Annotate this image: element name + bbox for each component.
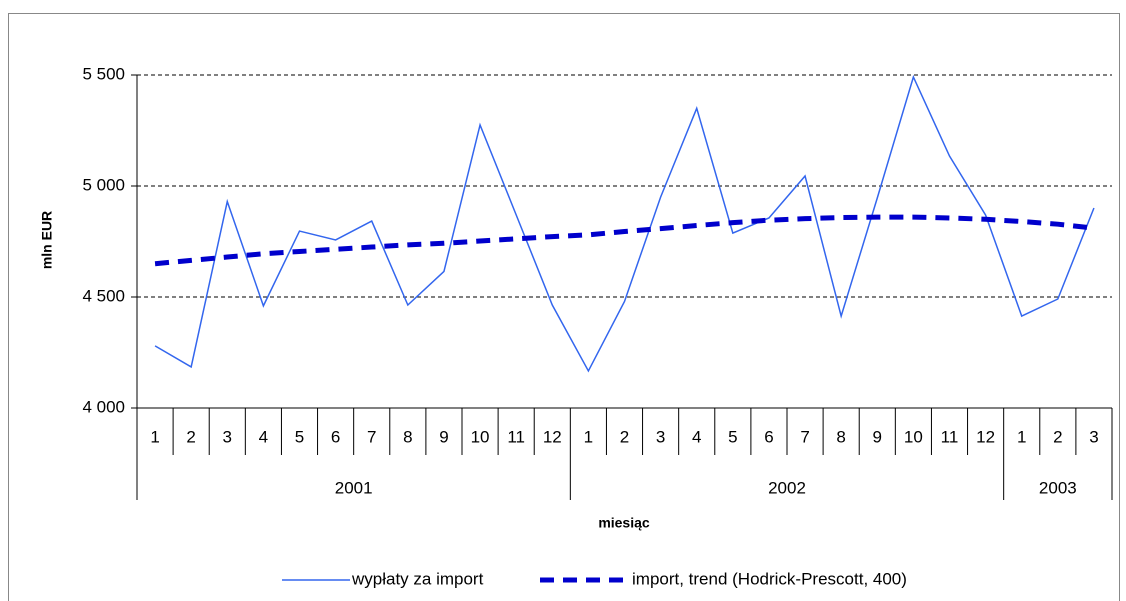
chart-frame (8, 13, 1120, 601)
x-tick-label: 7 (800, 427, 809, 446)
group-label: 2003 (1039, 478, 1077, 497)
x-tick-label: 2 (186, 427, 195, 446)
x-tick-label: 1 (584, 427, 593, 446)
x-tick-label: 3 (656, 427, 665, 446)
x-axis-title: miesiąc (598, 515, 650, 531)
x-tick-label: 5 (295, 427, 304, 446)
x-tick-label: 11 (507, 427, 525, 446)
y-tick-label: 5 000 (82, 175, 125, 194)
x-tick-label: 3 (1089, 427, 1098, 446)
y-tick-label: 5 500 (82, 64, 125, 83)
x-tick-label: 9 (873, 427, 882, 446)
trend-line (154, 214, 1095, 267)
x-tick-label: 8 (836, 427, 845, 446)
legend-label: import, trend (Hodrick-Prescott, 400) (632, 569, 907, 588)
x-tick-label: 4 (259, 427, 268, 446)
x-tick-label: 3 (223, 427, 232, 446)
data-line (154, 74, 1095, 373)
x-tick-label: 12 (976, 427, 995, 446)
x-tick-label: 5 (728, 427, 737, 446)
x-tick-label: 1 (150, 427, 159, 446)
x-tick-label: 11 (941, 427, 959, 446)
y-axis-title: mln EUR (39, 211, 55, 269)
x-tick-label: 1 (1017, 427, 1026, 446)
x-tick-label: 10 (904, 427, 923, 446)
x-tick-label: 7 (367, 427, 376, 446)
y-tick-label: 4 000 (82, 397, 125, 416)
x-tick-label: 6 (331, 427, 340, 446)
group-label: 2002 (768, 478, 806, 497)
x-tick-label: 9 (439, 427, 448, 446)
x-tick-label: 6 (764, 427, 773, 446)
x-tick-label: 2 (1053, 427, 1062, 446)
x-tick-label: 10 (471, 427, 490, 446)
y-tick-label: 4 500 (82, 286, 125, 305)
x-tick-label: 2 (620, 427, 629, 446)
x-tick-label: 8 (403, 427, 412, 446)
legend-label: wypłaty za import (351, 569, 484, 588)
group-label: 2001 (335, 478, 373, 497)
x-tick-label: 12 (543, 427, 562, 446)
x-tick-label: 4 (692, 427, 701, 446)
